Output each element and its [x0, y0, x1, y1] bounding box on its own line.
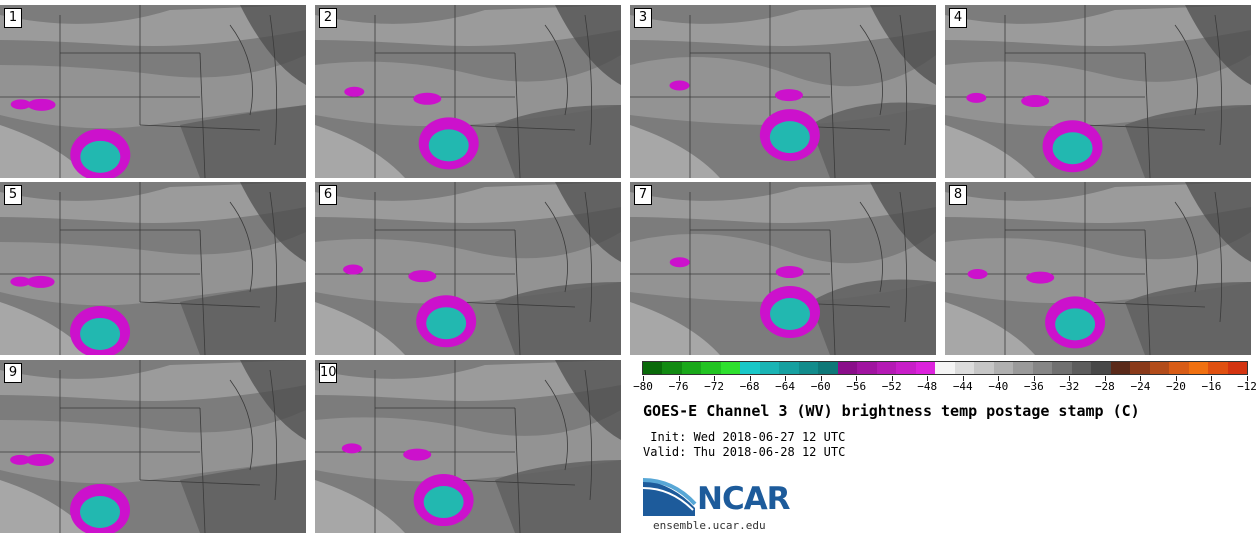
panel-number: 7 [634, 185, 652, 205]
colorbar-segment [993, 362, 1014, 374]
colorbar-tick-label: −68 [739, 380, 760, 393]
colorbar-tick-label: −48 [917, 380, 938, 393]
colorbar-segment [779, 362, 799, 374]
map-panel-8[interactable]: 8 [945, 182, 1251, 355]
map-panel-2[interactable]: 2 [315, 5, 621, 178]
colorbar-segment [643, 362, 663, 374]
colorbar-tick [1104, 376, 1106, 381]
colorbar-tick [962, 376, 964, 381]
colorbar-tick [1175, 376, 1177, 381]
colorbar-segment [662, 362, 682, 374]
panel-number: 4 [949, 8, 967, 28]
init-time: Init: Wed 2018-06-27 12 UTC [643, 430, 846, 444]
colorbar-segment [837, 362, 858, 374]
colorbar-tick-label: −36 [1023, 380, 1044, 393]
colorbar-segment [1110, 362, 1131, 374]
colorbar-segment [701, 362, 721, 374]
colorbar-tick-label: −28 [1094, 380, 1115, 393]
colorbar [642, 361, 1248, 375]
colorbar-segment [1071, 362, 1092, 374]
colorbar-tick-label: −32 [1059, 380, 1080, 393]
colorbar-segment [1013, 362, 1033, 374]
colorbar-segment [720, 362, 741, 374]
colorbar-segment [1188, 362, 1209, 374]
panel-number: 8 [949, 185, 967, 205]
colorbar-tick [714, 376, 716, 381]
colorbar-segment [935, 362, 955, 374]
map-panel-4[interactable]: 4 [945, 5, 1251, 178]
colorbar-tick-label: −60 [810, 380, 831, 393]
colorbar-tick [1033, 376, 1035, 381]
colorbar-segment [974, 362, 994, 374]
colorbar-segment [915, 362, 936, 374]
colorbar-tick-label: −12 [1237, 380, 1257, 393]
site-url: ensemble.ucar.edu [653, 519, 766, 532]
colorbar-segment [681, 362, 702, 374]
colorbar-segment [740, 362, 760, 374]
colorbar-tick [1140, 376, 1142, 381]
colorbar-tick-label: −52 [881, 380, 902, 393]
colorbar-tick-label: −24 [1130, 380, 1151, 393]
map-panel-9[interactable]: 9 [0, 360, 306, 533]
map-panel-1[interactable]: 1 [0, 5, 306, 178]
colorbar-tick-label: −44 [952, 380, 973, 393]
map-panel-6[interactable]: 6 [315, 182, 621, 355]
colorbar-tick [820, 376, 822, 381]
colorbar-tick [1247, 376, 1248, 381]
colorbar-segment [1149, 362, 1170, 374]
map-panel-7[interactable]: 7 [630, 182, 936, 355]
colorbar-tick-label: −64 [775, 380, 796, 393]
figure-title: GOES-E Channel 3 (WV) brightness temp po… [643, 402, 1140, 420]
colorbar-tick-label: −40 [988, 380, 1009, 393]
colorbar-segment [759, 362, 780, 374]
panel-number: 2 [319, 8, 337, 28]
colorbar-segment [1169, 362, 1189, 374]
colorbar-tick-label: −76 [668, 380, 689, 393]
colorbar-ticks: −80 −76 −72 −68 −64 −60 −56 −52 −48 −44 −40 −36 −32 −… [633, 376, 1257, 398]
map-panel-10[interactable]: 10 [315, 360, 621, 533]
colorbar-tick [891, 376, 893, 381]
colorbar-tick [749, 376, 751, 381]
colorbar-segment [818, 362, 838, 374]
panel-number: 5 [4, 185, 22, 205]
colorbar-tick [927, 376, 929, 381]
colorbar-tick [643, 376, 644, 381]
colorbar-tick [785, 376, 787, 381]
colorbar-segment [1032, 362, 1053, 374]
colorbar-tick-label: −16 [1201, 380, 1222, 393]
colorbar-segment [954, 362, 975, 374]
map-panel-3[interactable]: 3 [630, 5, 936, 178]
panel-number: 6 [319, 185, 337, 205]
colorbar-tick [678, 376, 680, 381]
colorbar-segment [876, 362, 897, 374]
ncar-logo-icon [643, 478, 697, 516]
colorbar-tick-label: −72 [704, 380, 724, 393]
colorbar-tick [1211, 376, 1213, 381]
colorbar-segment [857, 362, 877, 374]
colorbar-segment [1130, 362, 1150, 374]
ncar-logo-text: NCAR [697, 481, 791, 517]
panel-number: 10 [319, 363, 337, 383]
colorbar-tick [856, 376, 858, 381]
panel-number: 9 [4, 363, 22, 383]
colorbar-tick-label: −56 [846, 380, 867, 393]
colorbar-segment [896, 362, 916, 374]
colorbar-segment [1091, 362, 1111, 374]
colorbar-segment [1208, 362, 1228, 374]
map-panel-5[interactable]: 5 [0, 182, 306, 355]
colorbar-segment [798, 362, 819, 374]
colorbar-tick [1069, 376, 1071, 381]
valid-time: Valid: Thu 2018-06-28 12 UTC [643, 445, 846, 459]
colorbar-tick [998, 376, 1000, 381]
colorbar-tick-label: −80 [633, 380, 653, 393]
colorbar-segment [1227, 362, 1248, 374]
colorbar-segment [1052, 362, 1072, 374]
panel-number: 3 [634, 8, 652, 28]
panel-number: 1 [4, 8, 22, 28]
colorbar-tick-label: −20 [1166, 380, 1186, 393]
